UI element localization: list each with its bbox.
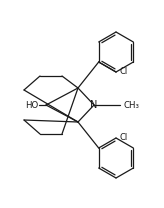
- Text: Cl: Cl: [120, 134, 128, 142]
- Text: HO: HO: [25, 100, 38, 109]
- Text: Cl: Cl: [120, 68, 128, 77]
- Text: N: N: [90, 100, 98, 110]
- Text: CH₃: CH₃: [123, 100, 139, 109]
